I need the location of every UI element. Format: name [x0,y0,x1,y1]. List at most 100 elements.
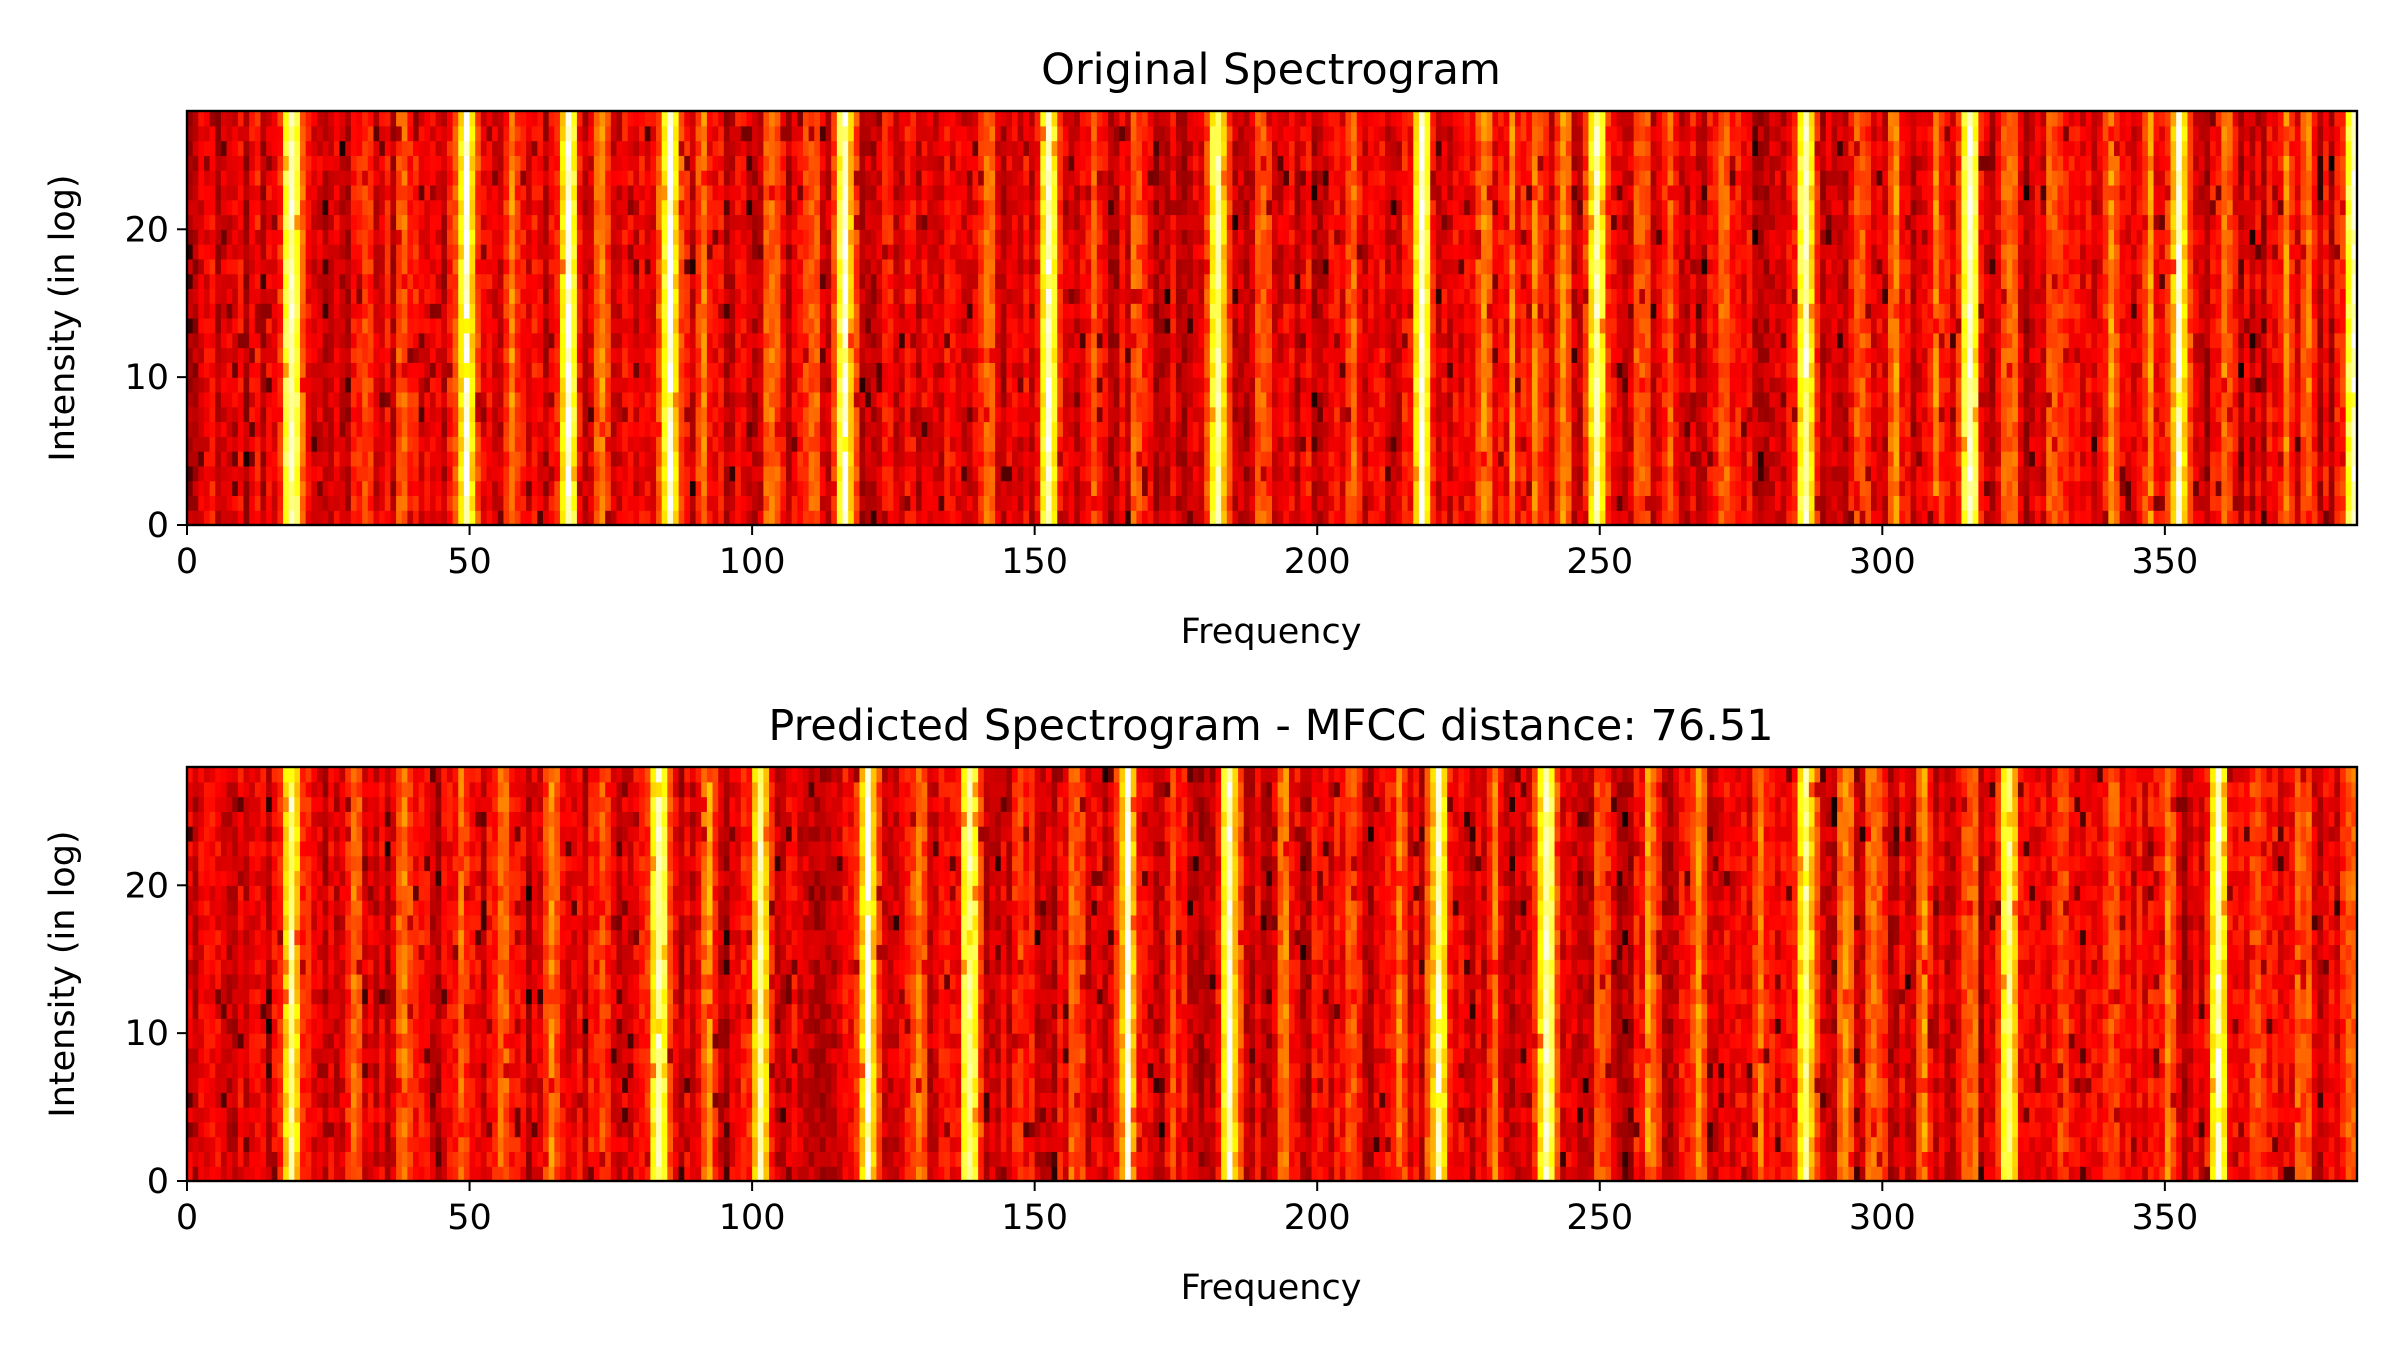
heatmap-cell [576,214,584,230]
heatmap-cell [446,362,454,378]
heatmap-cell [198,155,205,171]
heatmap-cell [1125,362,1132,378]
heatmap-cell [362,510,369,526]
heatmap-cell [955,318,962,334]
heatmap-cell [966,332,974,349]
heatmap-cell [396,199,403,216]
heatmap-cell [220,288,228,304]
heatmap-cell [904,436,911,452]
heatmap-cell [1164,377,1171,393]
heatmap-cell [802,347,810,363]
heatmap-cell [413,170,420,186]
heatmap-cell [576,155,584,171]
heatmap-cell [367,111,375,127]
heatmap-cell [469,510,476,526]
heatmap-cell [599,406,606,423]
heatmap-cell [424,303,431,319]
heatmap-cell [1057,258,1064,275]
heatmap-cell [876,465,883,482]
heatmap-cell [836,125,844,142]
heatmap-cell [791,377,798,393]
heatmap-cell [955,184,962,201]
heatmap-cell [588,332,595,349]
heatmap-cell [271,347,279,363]
heatmap-cell [396,362,403,378]
heatmap-cell [870,273,878,290]
heatmap-cell [808,347,815,363]
heatmap-cell [1091,170,1098,186]
heatmap-cell [882,377,889,393]
heatmap-cell [1158,244,1166,260]
heatmap-cell [316,258,324,275]
heatmap-cell [1029,273,1036,290]
heatmap-cell [622,451,629,467]
heatmap-cell [661,288,668,304]
heatmap-cell [509,140,516,156]
heatmap-cell [316,303,324,319]
heatmap-cell [1125,332,1132,349]
heatmap-cell [944,318,951,334]
heatmap-cell [203,495,211,511]
heatmap-cell [514,199,522,216]
heatmap-cell [983,495,991,511]
heatmap-cell [1136,170,1143,186]
heatmap-cell [1074,155,1081,171]
heatmap-cell [1113,184,1121,201]
heatmap-cell [1017,303,1024,319]
heatmap-cell [441,451,448,467]
heatmap-cell [944,377,951,393]
heatmap-cell [650,377,657,393]
heatmap-cell [1017,244,1024,260]
heatmap-cell [373,288,380,304]
heatmap-cell [836,362,844,378]
heatmap-cell [921,391,928,408]
heatmap-cell [1029,436,1036,452]
heatmap-cell [1091,480,1098,497]
heatmap-cell [311,480,318,497]
heatmap-cell [1029,125,1036,142]
heatmap-cell [1113,318,1121,334]
heatmap-cell [1034,111,1041,127]
heatmap-cell [808,377,815,393]
heatmap-cell [610,332,618,349]
heatmap-cell [379,184,386,201]
heatmap-cell [622,214,629,230]
heatmap-cell [1029,111,1036,127]
heatmap-cell [187,229,194,245]
heatmap-cell [559,229,567,245]
heatmap-cell [497,332,505,349]
heatmap-cell [876,214,883,230]
heatmap-cell [1187,480,1194,497]
heatmap-cell [870,125,878,142]
heatmap-cell [458,258,465,275]
heatmap-cell [944,288,951,304]
heatmap-cell [1125,214,1132,230]
heatmap-cell [622,465,629,482]
heatmap-cell [531,140,538,156]
heatmap-cell [932,214,940,230]
heatmap-cell [1023,214,1030,230]
heatmap-cell [656,258,663,275]
heatmap-cell [995,362,1002,378]
heatmap-cell [243,184,250,201]
heatmap-cell [271,303,279,319]
heatmap-cell [1091,288,1098,304]
heatmap-cell [520,391,527,408]
heatmap-cell [1147,288,1154,304]
heatmap-cell [644,332,651,349]
heatmap-cell [961,421,968,437]
heatmap-cell [486,391,493,408]
heatmap-cell [486,288,493,304]
heatmap-cell [865,155,872,171]
heatmap-cell [672,140,680,156]
heatmap-cell [187,273,194,290]
heatmap-cell [899,436,906,452]
heatmap-cell [995,199,1002,216]
heatmap-cell [740,199,748,216]
heatmap-cell [497,273,505,290]
heatmap-cell [695,391,702,408]
heatmap-cell [1034,125,1041,142]
heatmap-cell [249,465,256,482]
heatmap-cell [260,155,267,171]
heatmap-cell [333,184,341,201]
